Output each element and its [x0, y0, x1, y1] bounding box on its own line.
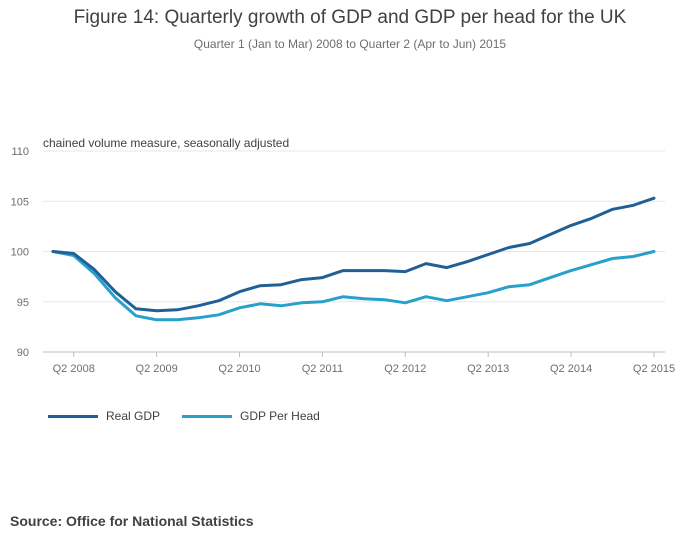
legend: Real GDP GDP Per Head: [48, 409, 342, 423]
series-line-gdp-per-head: [51, 250, 656, 322]
x-tick-label: Q2 2014: [550, 363, 592, 375]
x-tick-label: Q2 2009: [136, 363, 178, 375]
legend-item-gdp-per-head[interactable]: GDP Per Head: [182, 409, 320, 423]
x-tick-label: Q2 2010: [218, 363, 260, 375]
x-tick-label: Q2 2012: [384, 363, 426, 375]
legend-label-real-gdp: Real GDP: [106, 409, 161, 423]
grid-lines: [43, 150, 665, 353]
x-tick-label: Q2 2015: [633, 363, 675, 375]
y-tick-label-105: 105: [11, 196, 29, 208]
series-lines: [51, 196, 656, 322]
legend-label-gdp-per-head: GDP Per Head: [240, 409, 320, 423]
x-tick-label: Q2 2011: [302, 363, 343, 375]
x-tick-label: Q2 2008: [53, 363, 95, 375]
y-tick-label-110: 110: [11, 146, 29, 158]
y-tick-labels: 90 95 100 105 110: [11, 146, 29, 359]
series-line-real-gdp: [51, 196, 656, 313]
chart-subtitle: Quarter 1 (Jan to Mar) 2008 to Quarter 2…: [193, 37, 507, 51]
y-axis-label: chained volume measure, seasonally adjus…: [43, 136, 290, 150]
y-tick-label-100: 100: [11, 247, 29, 259]
y-tick-label-90: 90: [17, 347, 29, 359]
source-note: Source: Office for National Statistics: [10, 513, 254, 529]
x-tick-labels: Q2 2008 Q2 2009 Q2 2010 Q2 2011 Q2 2012 Q2 20…: [53, 352, 675, 375]
legend-swatch-real-gdp: [48, 414, 98, 418]
legend-item-real-gdp[interactable]: Real GDP: [48, 409, 160, 423]
y-tick-label-95: 95: [17, 297, 29, 309]
chart-title: Figure 14: Quarterly growth of GDP and G…: [73, 7, 627, 28]
x-tick-label: Q2 2013: [467, 363, 509, 375]
legend-swatch-gdp-per-head: [182, 414, 233, 418]
